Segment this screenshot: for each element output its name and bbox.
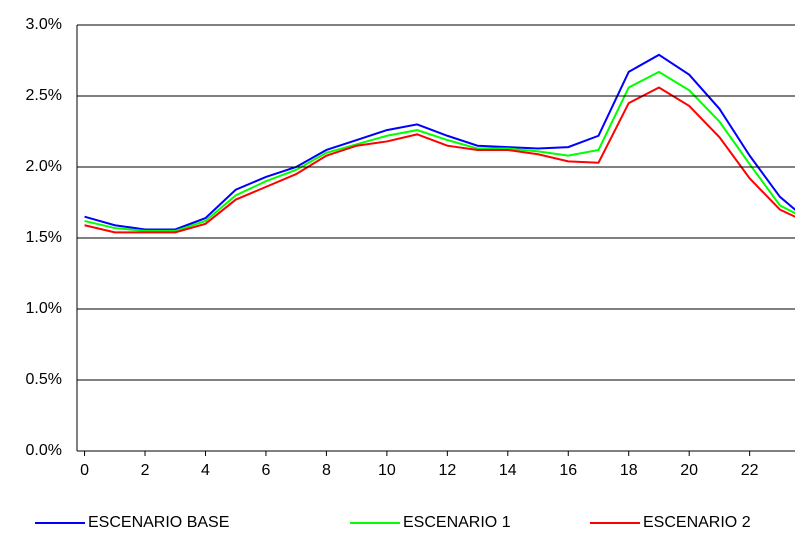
x-tick-label: 14 (499, 462, 517, 479)
y-tick-label: 0.0% (26, 442, 62, 459)
x-tick-label: 10 (378, 462, 396, 479)
x-tick-label: 16 (559, 462, 577, 479)
y-tick-label: 3.0% (26, 16, 62, 33)
x-tick-label: 4 (201, 462, 210, 479)
y-tick-label: 2.0% (26, 158, 62, 175)
series-line (84, 86, 795, 234)
legend-label: ESCENARIO 2 (643, 514, 751, 531)
y-tick-label: 1.5% (26, 229, 62, 246)
y-tick-label: 2.5% (26, 87, 62, 104)
x-tick-label: 22 (741, 462, 759, 479)
x-tick-label: 8 (322, 462, 331, 479)
y-tick-label: 0.5% (26, 371, 62, 388)
x-tick-label: 12 (438, 462, 456, 479)
x-tick-label: 18 (620, 462, 638, 479)
x-tick-label: 20 (680, 462, 698, 479)
series-line (84, 70, 795, 232)
x-tick-label: 2 (141, 462, 150, 479)
x-tick-label: 0 (80, 462, 89, 479)
x-tick-label: 6 (261, 462, 270, 479)
series-line (84, 53, 795, 231)
legend-label: ESCENARIO BASE (88, 514, 229, 531)
plot-lines (84, 53, 795, 234)
y-tick-label: 1.0% (26, 300, 62, 317)
legend-label: ESCENARIO 1 (403, 514, 511, 531)
